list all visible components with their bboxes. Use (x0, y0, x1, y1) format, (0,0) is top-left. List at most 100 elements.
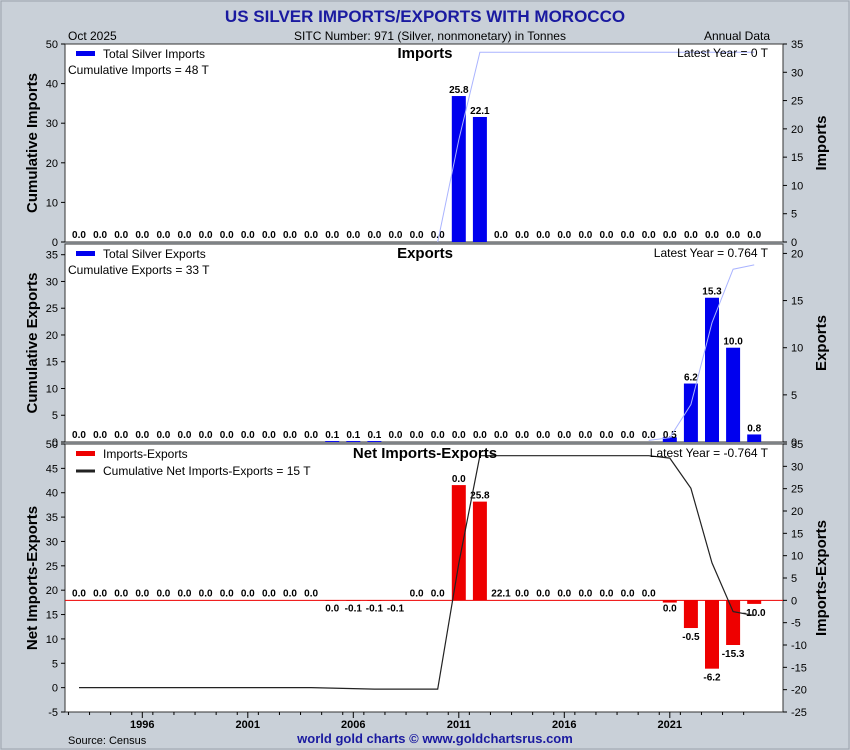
left-tick-label: 0 (52, 437, 58, 449)
bar-label: 0.0 (283, 588, 297, 599)
cumulative-line (437, 51, 755, 243)
left-tick-label: 40 (46, 488, 58, 500)
right-tick-label: 35 (791, 39, 803, 51)
bar-label: 0.0 (346, 230, 360, 241)
bar-label: 0.0 (578, 230, 592, 241)
left-tick-label: 30 (46, 118, 58, 130)
left-tick-label: 20 (46, 158, 58, 170)
bar-label: -10.0 (743, 608, 766, 619)
x-tick-label: 2001 (236, 719, 260, 731)
legend-entry: Total Silver Exports (103, 247, 206, 261)
bar-label: 0.0 (93, 430, 107, 441)
bar-2024 (726, 347, 741, 442)
bar-2012 (472, 501, 487, 601)
bar-2025 (747, 600, 762, 604)
bar-label: 0.0 (515, 588, 529, 599)
bar-label: 0.0 (262, 588, 276, 599)
left-tick-label: 50 (46, 439, 58, 451)
right-tick-label: 25 (791, 96, 803, 108)
bar-label: 0.0 (93, 230, 107, 241)
bar-label: -0.5 (682, 632, 700, 643)
bar-label: 0.0 (621, 230, 635, 241)
right-tick-label: 20 (791, 248, 803, 260)
right-tick-label: 0 (791, 437, 797, 449)
left-tick-label: 15 (46, 357, 58, 369)
left-tick-label: 25 (46, 303, 58, 315)
left-tick-label: 35 (46, 250, 58, 262)
legend-swatch (76, 251, 95, 256)
bar-label: 0.0 (114, 430, 128, 441)
bar-label: 0.0 (325, 603, 339, 614)
bar-2012 (472, 116, 487, 242)
right-tick-label: -25 (791, 707, 807, 719)
frequency-label: Annual Data (704, 29, 770, 43)
bar-label: 0.0 (156, 230, 170, 241)
bar-label: 0.0 (410, 588, 424, 599)
left-tick-label: 35 (46, 512, 58, 524)
x-tick-label: 2011 (447, 719, 471, 731)
right-tick-label: 20 (791, 506, 803, 518)
right-tick-label: 5 (791, 573, 797, 585)
legend-swatch (76, 51, 95, 56)
right-tick-label: 5 (791, 209, 797, 221)
bar-label: 0.0 (199, 588, 213, 599)
left-tick-label: 25 (46, 561, 58, 573)
net-panel: -5 0 5 10 15 20 25 30 35 40 45 50 -25 -20 -15 -10 -5 0 5 10… (24, 439, 830, 731)
bar-label: -0.1 (366, 603, 384, 614)
bar-label: 0.0 (178, 430, 192, 441)
bar-label: 0.0 (452, 474, 466, 485)
panel-title: Exports (397, 245, 453, 262)
source-label: Source: Census (68, 735, 147, 747)
right-tick-label: -5 (791, 618, 801, 630)
bar-2005 (325, 441, 340, 442)
bar-label: 0.0 (389, 230, 403, 241)
bar-label: 0.0 (410, 230, 424, 241)
bar-label: 0.0 (431, 430, 445, 441)
bar-label: 0.0 (114, 230, 128, 241)
bar-label: 0.0 (515, 230, 529, 241)
latest-year-info: Latest Year = -0.764 T (650, 446, 769, 460)
bar-label: 0.0 (431, 230, 445, 241)
y2-axis-label: Imports-Exports (813, 520, 830, 636)
bar-label: 0.0 (220, 430, 234, 441)
left-tick-label: -5 (48, 707, 58, 719)
right-tick-label: 5 (791, 390, 797, 402)
bar-label: 22.1 (470, 106, 490, 117)
x-tick-label: 2016 (552, 719, 576, 731)
bar-label: 0.0 (663, 603, 677, 614)
right-tick-label: 15 (791, 152, 803, 164)
bar-label: 6.2 (684, 373, 698, 384)
x-tick-label: 1996 (130, 719, 154, 731)
bar-label: 10.0 (723, 337, 743, 348)
legend-entry: Imports-Exports (103, 447, 188, 461)
left-tick-label: 5 (52, 658, 58, 670)
bar-label: 0.0 (705, 230, 719, 241)
credit-label: world gold charts © www.goldchartsrus.co… (296, 731, 573, 746)
right-tick-label: 30 (791, 461, 803, 473)
bar-label: 25.8 (470, 491, 490, 502)
sitc-label: SITC Number: 971 (Silver, nonmonetary) i… (294, 29, 566, 43)
right-tick-label: -15 (791, 662, 807, 674)
bar-label: 0.0 (684, 230, 698, 241)
bar-label: 0.0 (726, 230, 740, 241)
legend-entry: Cumulative Net Imports-Exports = 15 T (103, 464, 311, 478)
latest-year-info: Latest Year = 0.764 T (654, 246, 769, 260)
left-tick-label: 30 (46, 276, 58, 288)
bar-label: 0.0 (72, 588, 86, 599)
left-tick-label: 20 (46, 585, 58, 597)
bar-label: 0.0 (72, 230, 86, 241)
bar-label: 0.0 (557, 430, 571, 441)
bar-label: 0.0 (557, 588, 571, 599)
cumulative-info: Cumulative Imports = 48 T (68, 63, 210, 77)
bar-label: 0.0 (199, 430, 213, 441)
bar-2023 (705, 297, 719, 442)
bar-label: 0.0 (262, 230, 276, 241)
bar-label: 0.0 (494, 230, 508, 241)
cumulative-line (648, 264, 755, 441)
panel-title: Net Imports-Exports (353, 445, 497, 462)
bar-label: 0.0 (410, 430, 424, 441)
bar-label: 0.0 (473, 430, 487, 441)
left-tick-label: 5 (52, 410, 58, 422)
